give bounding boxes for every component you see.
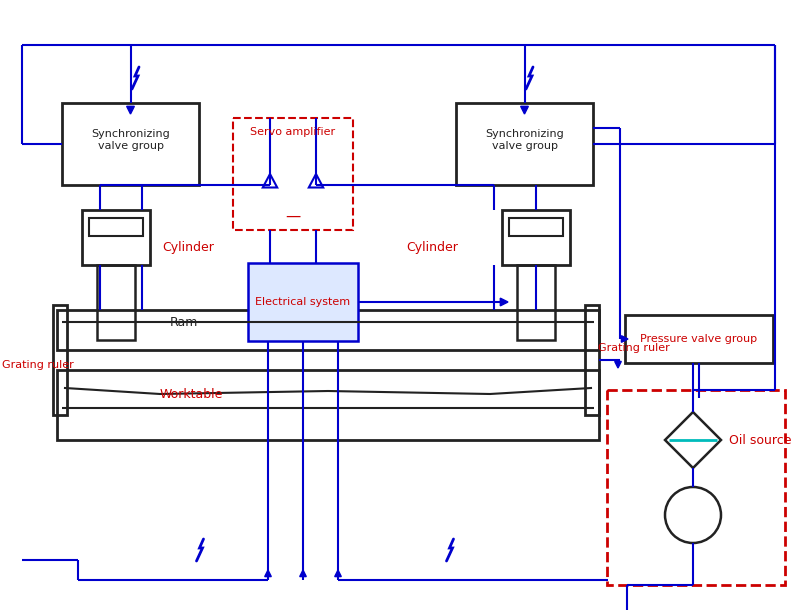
Bar	[233, 118, 353, 230]
Polygon shape	[521, 106, 528, 114]
Bar	[607, 390, 785, 585]
Polygon shape	[500, 298, 508, 306]
Text: Synchronizing
valve group: Synchronizing valve group	[485, 129, 564, 151]
Bar	[82, 210, 150, 265]
Bar	[502, 210, 570, 265]
Bar	[248, 263, 358, 341]
Text: Ram: Ram	[170, 316, 198, 330]
Bar	[517, 265, 555, 340]
Bar	[57, 370, 599, 440]
Text: Cylinder: Cylinder	[162, 241, 214, 254]
Text: Grating ruler: Grating ruler	[2, 360, 74, 370]
Bar	[97, 265, 135, 340]
Polygon shape	[622, 336, 628, 342]
Bar	[62, 103, 199, 185]
Text: Electrical system: Electrical system	[255, 297, 350, 307]
Bar	[53, 305, 67, 415]
Text: Worktable: Worktable	[160, 389, 223, 402]
Text: Grating ruler: Grating ruler	[598, 343, 670, 353]
Polygon shape	[300, 570, 306, 577]
Text: —: —	[286, 209, 301, 223]
Text: Cylinder: Cylinder	[406, 241, 458, 254]
Bar	[585, 305, 599, 415]
Polygon shape	[265, 570, 271, 577]
Text: Pressure valve group: Pressure valve group	[641, 334, 758, 344]
Text: Servo amplifier: Servo amplifier	[250, 127, 335, 137]
Bar	[456, 103, 593, 185]
Polygon shape	[334, 570, 342, 577]
Bar	[89, 218, 143, 236]
Bar	[509, 218, 563, 236]
Bar	[625, 315, 773, 363]
Bar	[57, 310, 599, 350]
Polygon shape	[614, 362, 622, 368]
Polygon shape	[126, 106, 134, 114]
Text: Oil source: Oil source	[729, 433, 791, 446]
Text: Synchronizing
valve group: Synchronizing valve group	[91, 129, 170, 151]
